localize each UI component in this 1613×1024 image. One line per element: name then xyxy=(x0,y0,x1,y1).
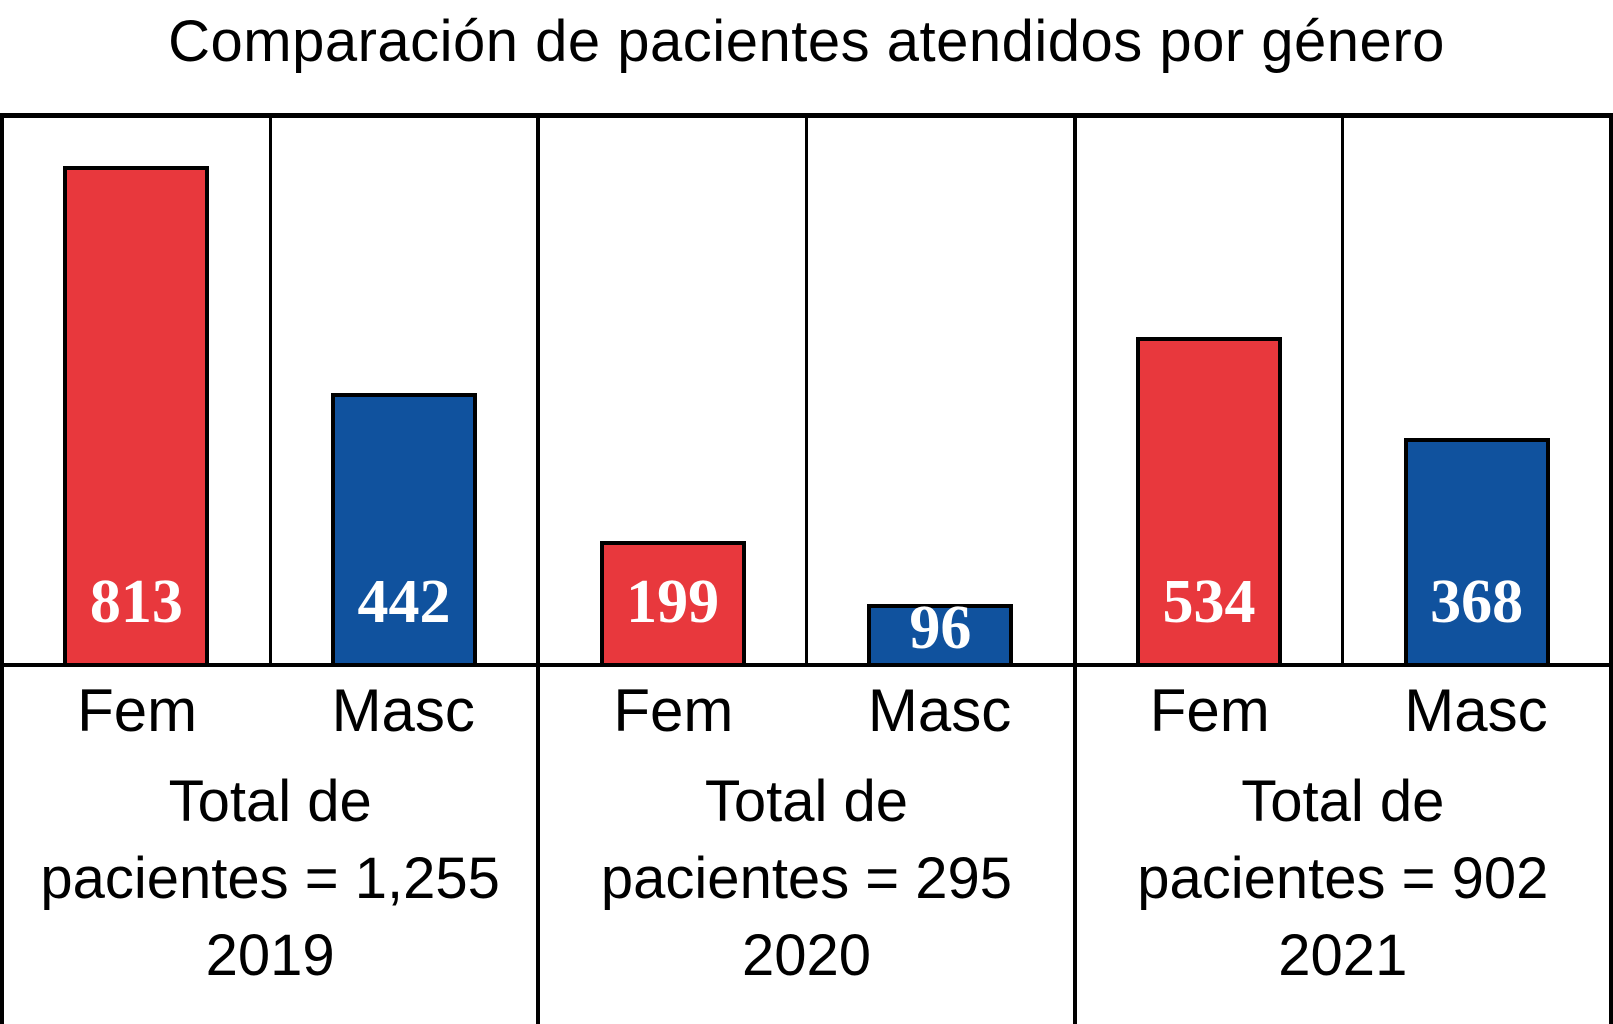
bar-fem-2020: 199 xyxy=(599,541,746,663)
bar-value-label: 96 xyxy=(909,594,972,662)
bar-masc-2019: 442 xyxy=(331,393,477,663)
bar-cell: 199 xyxy=(540,118,808,663)
gender-label-masc: Masc xyxy=(331,677,475,744)
bar-value-label: 199 xyxy=(626,568,720,636)
gender-label-row: Fem Masc xyxy=(1077,667,1609,749)
bar-masc-2021: 368 xyxy=(1403,438,1550,663)
gender-label-fem: Fem xyxy=(77,677,198,744)
year-label: 2019 xyxy=(205,923,335,988)
bar-cell: 96 xyxy=(808,118,1073,663)
bar-cell: 813 xyxy=(4,118,272,663)
bar-cell: 442 xyxy=(272,118,537,663)
bar-fem-2019: 813 xyxy=(63,166,210,663)
plot-area: 199 96 xyxy=(540,118,1073,667)
bar-masc-2020: 96 xyxy=(867,597,1014,663)
gender-label-fem: Fem xyxy=(613,677,734,744)
total-line: Total de xyxy=(168,769,372,834)
total-text-block: Total de pacientes = 295 2020 xyxy=(540,749,1072,994)
year-label: 2021 xyxy=(1278,923,1408,988)
total-line: pacientes = 295 xyxy=(600,846,1013,911)
bar-cell: 368 xyxy=(1344,118,1609,663)
bar-value-label: 368 xyxy=(1430,568,1524,636)
gender-label-fem: Fem xyxy=(1149,677,1270,744)
total-line: Total de xyxy=(704,769,909,834)
chart-table: 813 442 Fem Masc Total de pacientes = 1,25… xyxy=(0,113,1613,1024)
year-group: 534 368 Fem Masc Total de pacientes = 902 2… xyxy=(1076,118,1609,1024)
gender-label-row: Fem Masc xyxy=(4,667,536,749)
plot-area: 534 368 xyxy=(1076,118,1609,667)
bar-fem-2021: 534 xyxy=(1135,337,1282,663)
total-text-block: Total de pacientes = 1,255 2019 xyxy=(4,749,536,994)
bar-value-label: 534 xyxy=(1162,568,1256,636)
year-label: 2020 xyxy=(741,923,871,988)
total-line: pacientes = 1,255 xyxy=(40,846,500,911)
year-group: 199 96 Fem Masc Total de pacientes = 295 20… xyxy=(540,118,1077,1024)
year-group: 813 442 Fem Masc Total de pacientes = 1,25… xyxy=(4,118,541,1024)
gender-label-row: Fem Masc xyxy=(540,667,1072,749)
bar-value-label: 813 xyxy=(89,568,183,636)
bar-cell: 534 xyxy=(1077,118,1345,663)
total-line: Total de xyxy=(1241,769,1445,834)
bar-value-label: 442 xyxy=(357,568,451,636)
total-text-block: Total de pacientes = 902 2021 xyxy=(1077,749,1609,994)
total-line: pacientes = 902 xyxy=(1137,846,1549,911)
gender-label-masc: Masc xyxy=(867,677,1012,744)
chart-title: Comparación de pacientes atendidos por g… xyxy=(168,9,1445,74)
plot-area: 813 442 xyxy=(4,118,537,667)
gender-label-masc: Masc xyxy=(1404,677,1548,744)
